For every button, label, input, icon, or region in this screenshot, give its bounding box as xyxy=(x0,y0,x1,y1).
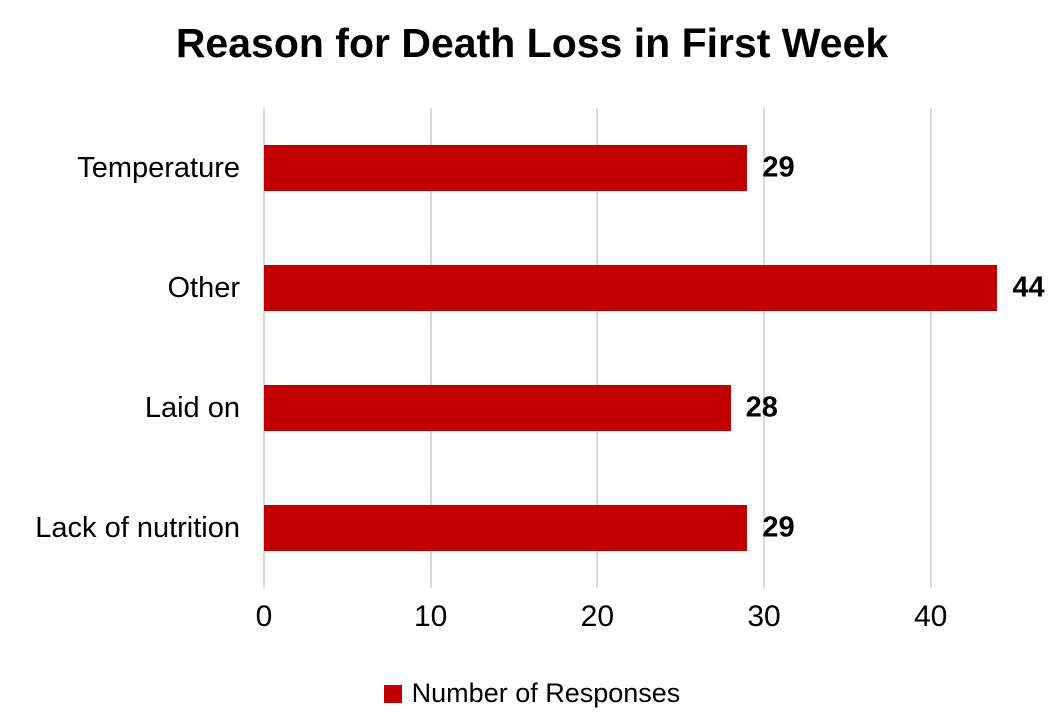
bar-band: 29 xyxy=(264,468,1014,588)
bar-band: 44 xyxy=(264,228,1045,348)
x-tick-label: 10 xyxy=(413,600,448,633)
bar-value-label: 28 xyxy=(745,391,778,424)
bar-other xyxy=(264,265,998,311)
gridline xyxy=(596,108,599,588)
legend-swatch-icon xyxy=(383,684,402,703)
legend: Number of Responses xyxy=(0,678,1064,709)
plot-area: 29 44 28 29 xyxy=(263,108,1045,588)
chart-title: Reason for Death Loss in First Week xyxy=(175,20,889,66)
category-label: Lack of nutrition xyxy=(35,511,240,544)
bar-value-label: 29 xyxy=(762,151,795,184)
category-label: Laid on xyxy=(144,391,240,424)
x-tick-label: 40 xyxy=(913,600,948,633)
bar-lack-of-nutrition xyxy=(264,505,748,551)
bar-laid-on xyxy=(264,385,731,431)
x-tick-label: 30 xyxy=(747,600,781,633)
gridline xyxy=(763,108,765,588)
bar-band: 29 xyxy=(264,108,1014,228)
category-label: Other xyxy=(167,271,240,304)
x-tick-label: 20 xyxy=(580,600,615,633)
gridline xyxy=(929,108,932,588)
gridline xyxy=(263,108,265,588)
category-axis: Temperature Other Laid on Lack of nutrition xyxy=(0,108,240,588)
bar-value-label: 44 xyxy=(1012,271,1045,304)
category-label: Temperature xyxy=(77,151,240,184)
x-tick-label: 0 xyxy=(255,600,273,633)
gridline xyxy=(429,108,432,588)
bar-value-label: 29 xyxy=(762,511,795,544)
x-axis-tick-labels: 0 10 20 30 40 xyxy=(256,600,1014,640)
bar-band: 28 xyxy=(264,348,1014,468)
bar-temperature xyxy=(264,145,748,191)
legend-series-label: Number of Responses xyxy=(411,678,681,708)
